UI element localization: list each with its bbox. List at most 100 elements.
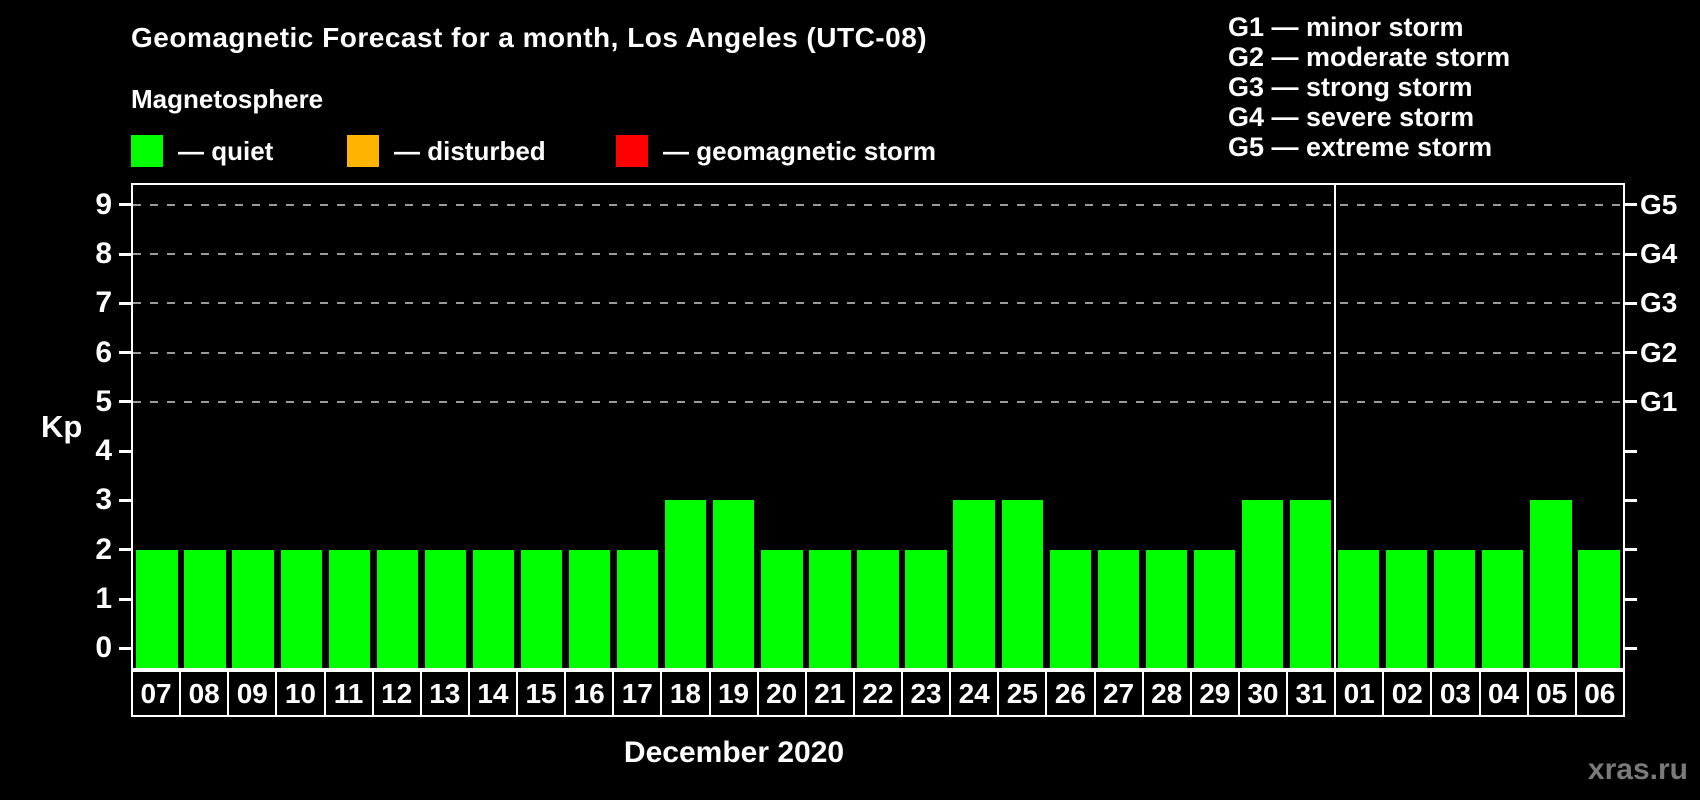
bar-day-30 xyxy=(1241,500,1284,668)
y-tick-right-6 xyxy=(1625,351,1637,355)
y-tick-label-1: 1 xyxy=(95,582,112,615)
day-axis: 07 08 09 10 11 12 13 14 15 16 17 18 19 20 21 22 23 24 25 26… xyxy=(131,670,1625,717)
legend-label-storm: — geomagnetic storm xyxy=(663,135,937,166)
day-cell-01: 01 xyxy=(1336,672,1385,715)
legend-item-disturbed: — disturbed xyxy=(347,135,546,167)
disturbed-swatch xyxy=(347,135,379,167)
bar-day-16 xyxy=(568,549,611,668)
day-cell-29: 29 xyxy=(1192,672,1240,715)
day-cell-18: 18 xyxy=(662,672,711,715)
day-cell-21: 21 xyxy=(807,672,855,715)
page-title: Geomagnetic Forecast for a month, Los An… xyxy=(131,22,928,53)
bar-day-21 xyxy=(809,549,851,668)
y-tick-label-0: 0 xyxy=(95,631,112,665)
legend-item-storm: — geomagnetic storm xyxy=(616,135,936,167)
day-cell-27: 27 xyxy=(1096,672,1144,715)
bar-day-29 xyxy=(1193,549,1236,668)
y-tick-left-5 xyxy=(119,400,131,404)
gridline-kp5 xyxy=(133,400,1623,403)
bar-day-18 xyxy=(665,500,707,668)
gridline-kp9 xyxy=(133,203,1623,206)
bar-day-10 xyxy=(280,549,322,668)
bar-day-17 xyxy=(617,549,659,668)
g-axis-label-G2: G2 xyxy=(1640,336,1678,368)
day-cell-13: 13 xyxy=(422,672,470,715)
day-cell-12: 12 xyxy=(374,672,422,715)
y-tick-right-4 xyxy=(1625,449,1637,453)
day-cell-31: 31 xyxy=(1288,672,1337,715)
day-cell-02: 02 xyxy=(1384,672,1433,715)
y-tick-right-7 xyxy=(1625,301,1637,305)
y-tick-left-7 xyxy=(119,301,131,305)
bar-day-14 xyxy=(472,549,515,668)
bar-day-22 xyxy=(857,549,899,668)
gridline-kp8 xyxy=(133,253,1623,255)
bar-day-24 xyxy=(953,500,995,668)
day-cell-04: 04 xyxy=(1481,672,1529,715)
bar-day-02 xyxy=(1386,549,1428,668)
bar-day-15 xyxy=(520,549,563,668)
y-tick-label-8: 8 xyxy=(95,237,112,270)
bar-day-12 xyxy=(376,549,418,668)
day-cell-30: 30 xyxy=(1240,672,1288,715)
day-cell-05: 05 xyxy=(1529,672,1577,715)
quiet-swatch xyxy=(131,135,163,167)
bar-day-25 xyxy=(1001,500,1043,668)
y-tick-label-9: 9 xyxy=(95,187,112,221)
storm-scale-line-3: G3 — strong storm xyxy=(1228,72,1473,102)
month-separator-line xyxy=(1333,185,1336,668)
bar-day-05 xyxy=(1530,500,1572,668)
y-tick-label-7: 7 xyxy=(95,286,112,320)
y-tick-label-6: 6 xyxy=(95,335,112,369)
y-tick-right-9 xyxy=(1625,203,1637,207)
legend-label-quiet: — quiet xyxy=(178,135,274,166)
day-cell-17: 17 xyxy=(614,672,663,715)
y-tick-right-2 xyxy=(1625,548,1637,552)
bar-day-19 xyxy=(713,500,755,668)
plot-area: 0 1 2 3 4 5 6 7 8 9 G1 G2 G3 G4 G5 Kp xyxy=(41,183,1677,670)
bar-day-09 xyxy=(232,549,274,668)
legend-item-quiet: — quiet xyxy=(131,135,273,167)
bar-day-20 xyxy=(761,549,803,668)
day-cell-25: 25 xyxy=(999,672,1048,715)
bar-day-28 xyxy=(1145,549,1188,668)
bar-day-04 xyxy=(1482,549,1524,668)
storm-scale-line-1: G1 — minor storm xyxy=(1228,12,1464,42)
storm-scale-legend: G1 — minor storm G2 — moderate storm G3 — … xyxy=(1228,12,1510,162)
storm-swatch xyxy=(616,135,648,167)
y-tick-left-6 xyxy=(119,351,131,355)
day-cell-14: 14 xyxy=(470,672,518,715)
storm-scale-line-4: G4 — severe storm xyxy=(1228,102,1475,132)
bar-day-26 xyxy=(1049,549,1091,668)
day-cell-03: 03 xyxy=(1432,672,1481,715)
y-tick-right-3 xyxy=(1625,498,1637,502)
y-tick-right-1 xyxy=(1625,597,1637,601)
day-cell-22: 22 xyxy=(855,672,903,715)
gridline-kp6 xyxy=(133,351,1623,354)
day-cell-23: 23 xyxy=(903,672,952,715)
bar-day-07 xyxy=(136,549,178,668)
y-axis-title: Kp xyxy=(41,409,83,444)
day-cell-11: 11 xyxy=(326,672,374,715)
day-cell-07: 07 xyxy=(133,672,182,715)
day-cell-20: 20 xyxy=(759,672,807,715)
legend-title: Magnetosphere xyxy=(131,84,324,114)
y-tick-right-0 xyxy=(1625,646,1637,650)
day-cell-26: 26 xyxy=(1047,672,1096,715)
day-cell-10: 10 xyxy=(277,672,326,715)
g-axis-label-G3: G3 xyxy=(1640,287,1678,319)
y-tick-label-2: 2 xyxy=(95,532,112,566)
storm-scale-line-2: G2 — moderate storm xyxy=(1228,42,1511,72)
y-tick-right-5 xyxy=(1625,400,1637,404)
month-label: December 2020 xyxy=(623,736,845,769)
y-tick-label-4: 4 xyxy=(95,434,112,468)
day-cell-09: 09 xyxy=(229,672,278,715)
day-cell-24: 24 xyxy=(951,672,1000,715)
y-tick-right-8 xyxy=(1625,252,1637,256)
y-tick-left-0 xyxy=(119,646,131,650)
bar-day-01 xyxy=(1337,549,1380,668)
g-axis-label-G1: G1 xyxy=(1640,385,1678,417)
day-cell-16: 16 xyxy=(566,672,615,715)
y-tick-left-4 xyxy=(119,449,131,453)
